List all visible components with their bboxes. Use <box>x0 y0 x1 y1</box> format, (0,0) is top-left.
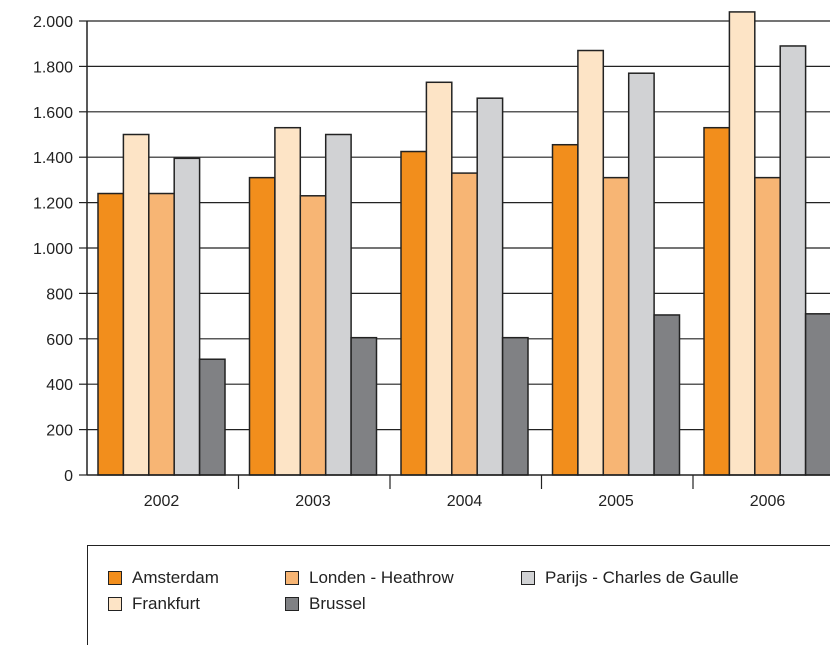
legend-item-parijs: Parijs - Charles de Gaulle <box>521 568 739 588</box>
x-tick-labels: 2002 2003 2004 2005 2006 <box>144 493 786 510</box>
bar-frankfurt-2002 <box>122 133 150 476</box>
bar-frankfurt-2004 <box>425 81 453 476</box>
legend-label: Londen - Heathrow <box>309 568 454 587</box>
bar-brussel-2005 <box>653 314 681 476</box>
bar-brussel-2003 <box>350 336 378 476</box>
legend-swatch <box>108 571 122 585</box>
bar-parijs-charles-de-gaulle-2005 <box>627 72 655 476</box>
bar-amsterdam-2004 <box>400 150 428 476</box>
x-tick-label: 2004 <box>447 493 483 510</box>
y-tick-label: 1.400 <box>33 150 73 167</box>
y-tick-label: 1.600 <box>33 105 73 122</box>
y-tick-label: 600 <box>46 332 73 349</box>
legend-item-brussel: Brussel <box>285 594 366 614</box>
legend-item-frankfurt: Frankfurt <box>108 594 200 614</box>
bar-amsterdam-2006 <box>703 126 731 476</box>
axes <box>79 20 830 489</box>
x-tick-label: 2002 <box>144 493 180 510</box>
bar-parijs-charles-de-gaulle-2002 <box>173 157 201 476</box>
bar-londen-heathrow-2002 <box>148 192 175 476</box>
bars <box>97 11 830 476</box>
legend: Amsterdam Londen - Heathrow Parijs - Cha… <box>87 545 830 645</box>
x-tick-label: 2005 <box>598 493 634 510</box>
bar-londen-heathrow-2005 <box>602 176 630 476</box>
y-tick-label: 1.000 <box>33 241 73 258</box>
legend-swatch <box>285 571 299 585</box>
y-tick-labels: 0 200 400 600 800 1.000 1.200 1.400 1.600 1.800 2.… <box>33 14 73 485</box>
x-tick-label: 2003 <box>295 493 331 510</box>
legend-item-amsterdam: Amsterdam <box>108 568 219 588</box>
bar-parijs-charles-de-gaulle-2004 <box>476 97 504 476</box>
y-tick-label: 400 <box>46 377 73 394</box>
y-tick-label: 200 <box>46 423 73 440</box>
bar-frankfurt-2005 <box>577 49 605 476</box>
bar-parijs-charles-de-gaulle-2003 <box>324 133 352 476</box>
legend-label: Frankfurt <box>132 594 201 613</box>
y-tick-label: 1.800 <box>33 59 73 76</box>
legend-label: Parijs - Charles de Gaulle <box>545 568 739 587</box>
y-tick-label: 0 <box>64 468 73 485</box>
bar-amsterdam-2005 <box>551 143 579 476</box>
legend-label: Brussel <box>309 594 366 613</box>
legend-item-londen-heathrow: Londen - Heathrow <box>285 568 454 588</box>
bar-brussel-2006 <box>804 313 830 476</box>
bar-londen-heathrow-2003 <box>299 195 327 476</box>
y-tick-label: 800 <box>46 286 73 303</box>
bar-frankfurt-2006 <box>728 11 756 476</box>
y-tick-label: 1.200 <box>33 196 73 213</box>
legend-swatch <box>521 571 535 585</box>
bar-amsterdam-2003 <box>248 176 276 476</box>
bar-brussel-2002 <box>198 358 226 476</box>
bar-londen-heathrow-2004 <box>451 172 478 476</box>
bar-parijs-charles-de-gaulle-2006 <box>779 45 807 476</box>
bar-amsterdam-2002 <box>97 192 125 476</box>
bar-brussel-2004 <box>501 336 529 476</box>
y-tick-label: 2.000 <box>33 14 73 31</box>
legend-label: Amsterdam <box>132 568 219 587</box>
bar-frankfurt-2003 <box>274 126 302 476</box>
legend-swatch <box>285 597 299 611</box>
bar-londen-heathrow-2006 <box>754 176 781 476</box>
legend-swatch <box>108 597 122 611</box>
x-tick-label: 2006 <box>750 493 786 510</box>
